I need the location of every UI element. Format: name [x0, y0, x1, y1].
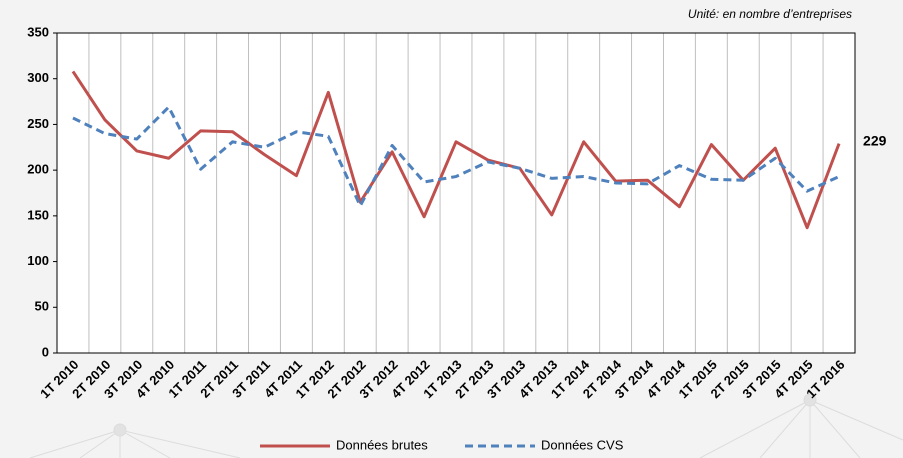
series-line	[71, 70, 841, 230]
legend-label: Données CVS	[541, 437, 624, 452]
data-label: 229	[863, 132, 887, 148]
legend-label: Données brutes	[336, 437, 428, 452]
series-line	[72, 105, 840, 208]
decor	[29, 393, 903, 458]
y-tick-label: 100	[27, 253, 49, 268]
plot-border	[56, 32, 856, 354]
plot-area	[57, 33, 855, 353]
y-tick-label: 250	[27, 116, 49, 131]
y-tick-label: 350	[27, 24, 49, 39]
y-tick-label: 150	[27, 207, 49, 222]
y-tick-label: 0	[42, 344, 49, 359]
y-tick-label: 50	[35, 299, 49, 314]
y-tick-label: 300	[27, 70, 49, 85]
unit-note: Unité: en nombre d’entreprises	[688, 7, 852, 21]
y-tick-label: 200	[27, 162, 49, 177]
